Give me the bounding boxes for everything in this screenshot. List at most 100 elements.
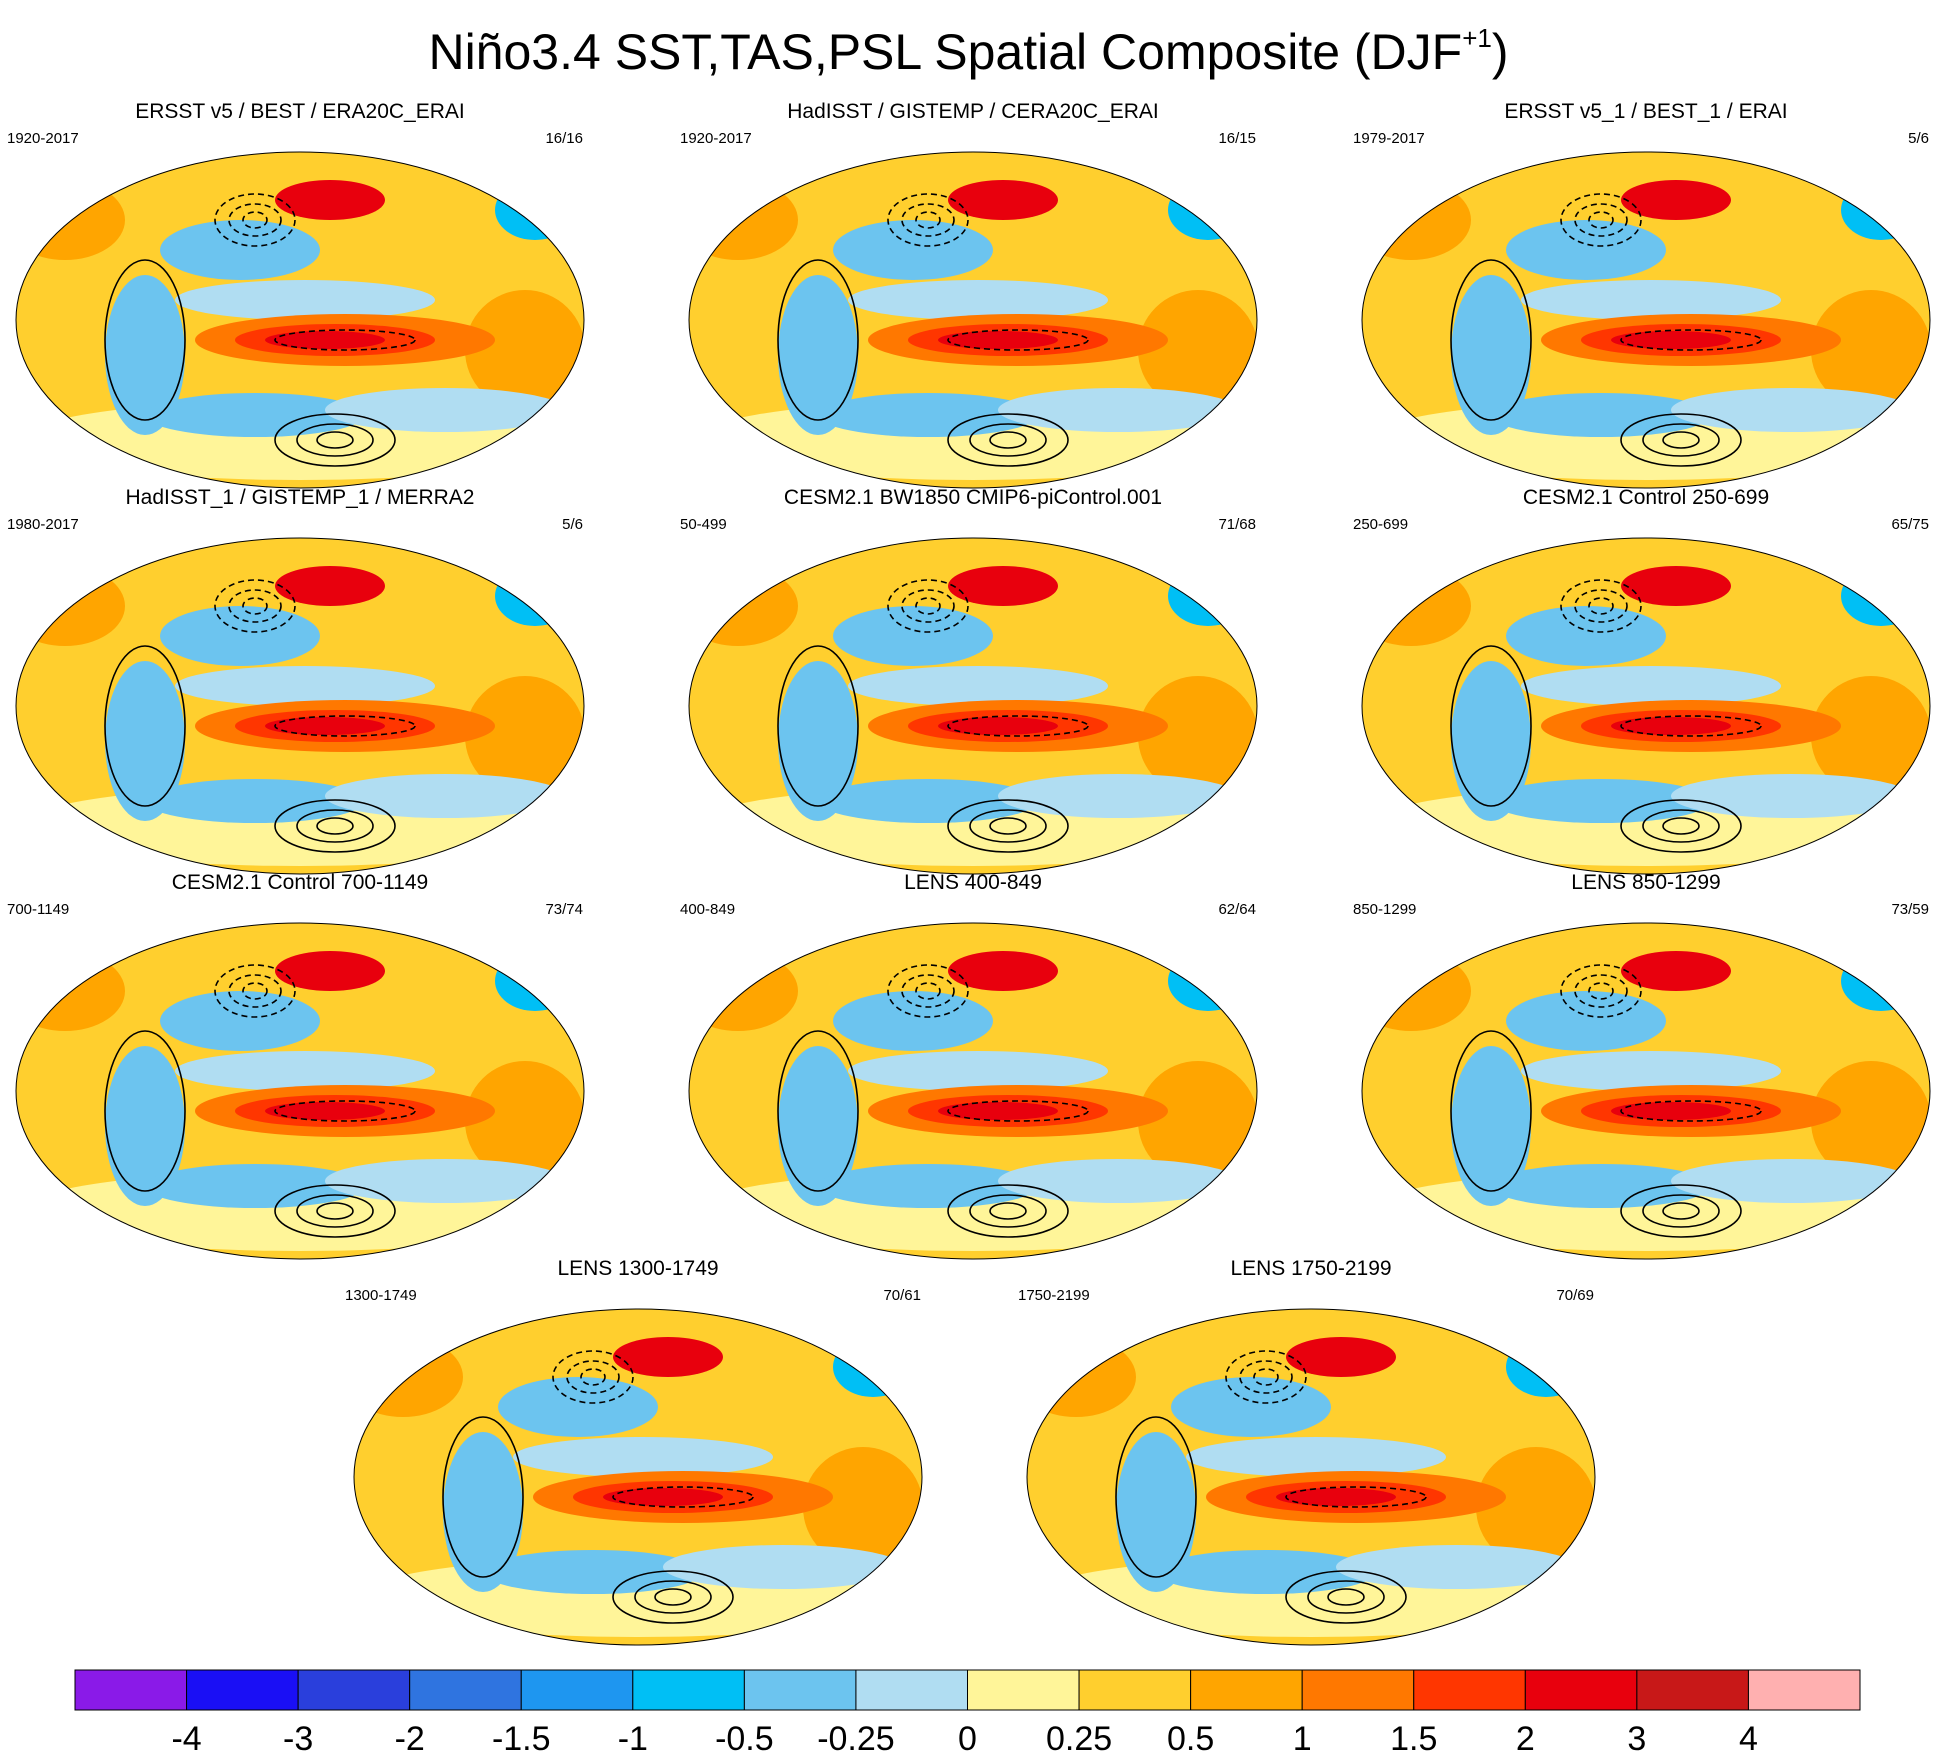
atlantic-cool: [833, 1337, 913, 1397]
north-pacific-cool: [833, 220, 993, 280]
psl-low-contour: [901, 589, 955, 623]
panel-title: CESM2.1 BW1850 CMIP6-piControl.001: [783, 486, 1163, 509]
nino-core: [938, 331, 1058, 349]
psl-high-contour: [104, 1030, 186, 1192]
psl-low-contour: [274, 329, 416, 351]
psl-high-contour: [1662, 817, 1700, 835]
panel-count: 16/15: [1218, 130, 1256, 147]
colorbar-swatch: [1636, 1669, 1749, 1711]
colorbar-label: 1.5: [1390, 1720, 1437, 1758]
psl-low-contour: [887, 964, 969, 1018]
west-pacific-cool: [778, 1046, 858, 1206]
north-america-warm: [1621, 180, 1731, 220]
north-pacific-cool: [833, 991, 993, 1051]
subtropical-cool: [1186, 1437, 1446, 1477]
psl-high-contour: [1620, 413, 1742, 467]
south-atlantic-cool: [663, 1545, 903, 1589]
colorbar-swatch: [1190, 1669, 1303, 1711]
psl-high-contour: [1285, 1570, 1407, 1624]
panel-years: 1920-2017: [680, 130, 752, 147]
panel-years: 1920-2017: [7, 130, 79, 147]
colorbar-label: 0.5: [1167, 1720, 1214, 1758]
west-pacific-cool: [105, 1046, 185, 1206]
eurasia-warm: [16, 951, 125, 1031]
panel-count: 73/59: [1891, 901, 1929, 918]
psl-high-contour: [1620, 799, 1742, 853]
psl-low-contour: [552, 1350, 634, 1404]
psl-low-contour: [1239, 1360, 1293, 1394]
panel-title: CESM2.1 Control 700-1149: [171, 871, 429, 894]
colorbar: -4 -3 -2 -1.5 -1 -0.5 -0.25 0 0.25 0.5 1 1.5 2 3 4: [74, 1669, 1861, 1758]
panel-count: 62/64: [1218, 901, 1256, 918]
nino-core: [938, 1102, 1058, 1120]
colorbar-swatch: [74, 1669, 188, 1711]
south-atlantic-cool: [325, 1159, 565, 1203]
subtropical-cool: [1521, 666, 1781, 706]
map-panel: LENS 400-849 400-849 62/64: [678, 871, 1268, 1261]
psl-low-contour: [1574, 974, 1628, 1008]
colorbar-label: -4: [171, 1720, 201, 1758]
north-pacific-cool: [1171, 1377, 1331, 1437]
atlantic-cool: [1506, 1337, 1586, 1397]
map-outline: [1026, 1308, 1596, 1646]
psl-high-contour: [1307, 1580, 1385, 1614]
colorbar-swatch: [186, 1669, 299, 1711]
panel-title: HadISST_1 / GISTEMP_1 / MERRA2: [125, 486, 475, 509]
composite-map: [15, 922, 585, 1260]
psl-high-contour: [296, 1194, 374, 1228]
psl-low-contour: [566, 1360, 620, 1394]
map-fill: [1362, 152, 1930, 488]
panel-count: 71/68: [1218, 516, 1256, 533]
psl-low-contour: [214, 964, 296, 1018]
panel-years: 700-1149: [7, 901, 70, 918]
south-pacific-cool: [483, 1550, 703, 1594]
north-pacific-cool: [498, 1377, 658, 1437]
psl-high-contour: [969, 809, 1047, 843]
colorbar-swatch: [1413, 1669, 1526, 1711]
colorbar-swatch: [1524, 1669, 1638, 1711]
colorbar-swatch: [409, 1669, 522, 1711]
colorbar-label: -1.5: [492, 1720, 551, 1758]
map-panel: LENS 850-1299 850-1299 73/59: [1351, 871, 1937, 1261]
eurasia-warm: [689, 180, 798, 260]
panel-title: ERSST v5_1 / BEST_1 / ERAI: [1504, 100, 1788, 123]
psl-high-contour: [777, 259, 859, 421]
panel-title: LENS 400-849: [904, 871, 1042, 894]
nino-core: [265, 331, 385, 349]
colorbar-label: 0: [958, 1720, 977, 1758]
psl-high-contour: [442, 1416, 524, 1578]
composite-map: [1361, 151, 1931, 489]
composite-map: [15, 151, 585, 489]
psl-low-contour: [1588, 597, 1614, 615]
west-pacific-cool: [105, 661, 185, 821]
panel-count: 70/61: [883, 1287, 921, 1304]
psl-low-contour: [947, 1100, 1089, 1122]
psl-high-contour: [1450, 259, 1532, 421]
eurasia-warm: [1362, 180, 1471, 260]
north-america-warm: [948, 566, 1058, 606]
psl-high-contour: [947, 1184, 1069, 1238]
psl-high-contour: [777, 645, 859, 807]
panel-years: 1300-1749: [345, 1287, 417, 1304]
south-pacific-cool: [1156, 1550, 1376, 1594]
nino-core: [1276, 1488, 1396, 1506]
map-panel: ERSST v5_1 / BEST_1 / ERAI 1979-2017 5/6: [1351, 100, 1937, 490]
atlantic-cool: [1168, 951, 1248, 1011]
atlantic-cool: [1841, 951, 1921, 1011]
psl-low-contour: [1588, 982, 1614, 1000]
psl-low-contour: [214, 579, 296, 633]
north-pacific-cool: [1506, 606, 1666, 666]
psl-low-contour: [228, 203, 282, 237]
subtropical-cool: [848, 666, 1108, 706]
south-atlantic-cool: [1336, 1545, 1576, 1589]
colorbar-label: -2: [395, 1720, 425, 1758]
south-pacific-cool: [1491, 393, 1711, 437]
panel-years: 50-499: [680, 516, 727, 533]
eurasia-warm: [1362, 951, 1471, 1031]
north-america-warm: [613, 1337, 723, 1377]
psl-low-contour: [612, 1486, 754, 1508]
south-pacific-cool: [145, 779, 365, 823]
composite-map: [15, 537, 585, 875]
composite-map: [1361, 922, 1931, 1260]
north-america-warm: [1621, 566, 1731, 606]
